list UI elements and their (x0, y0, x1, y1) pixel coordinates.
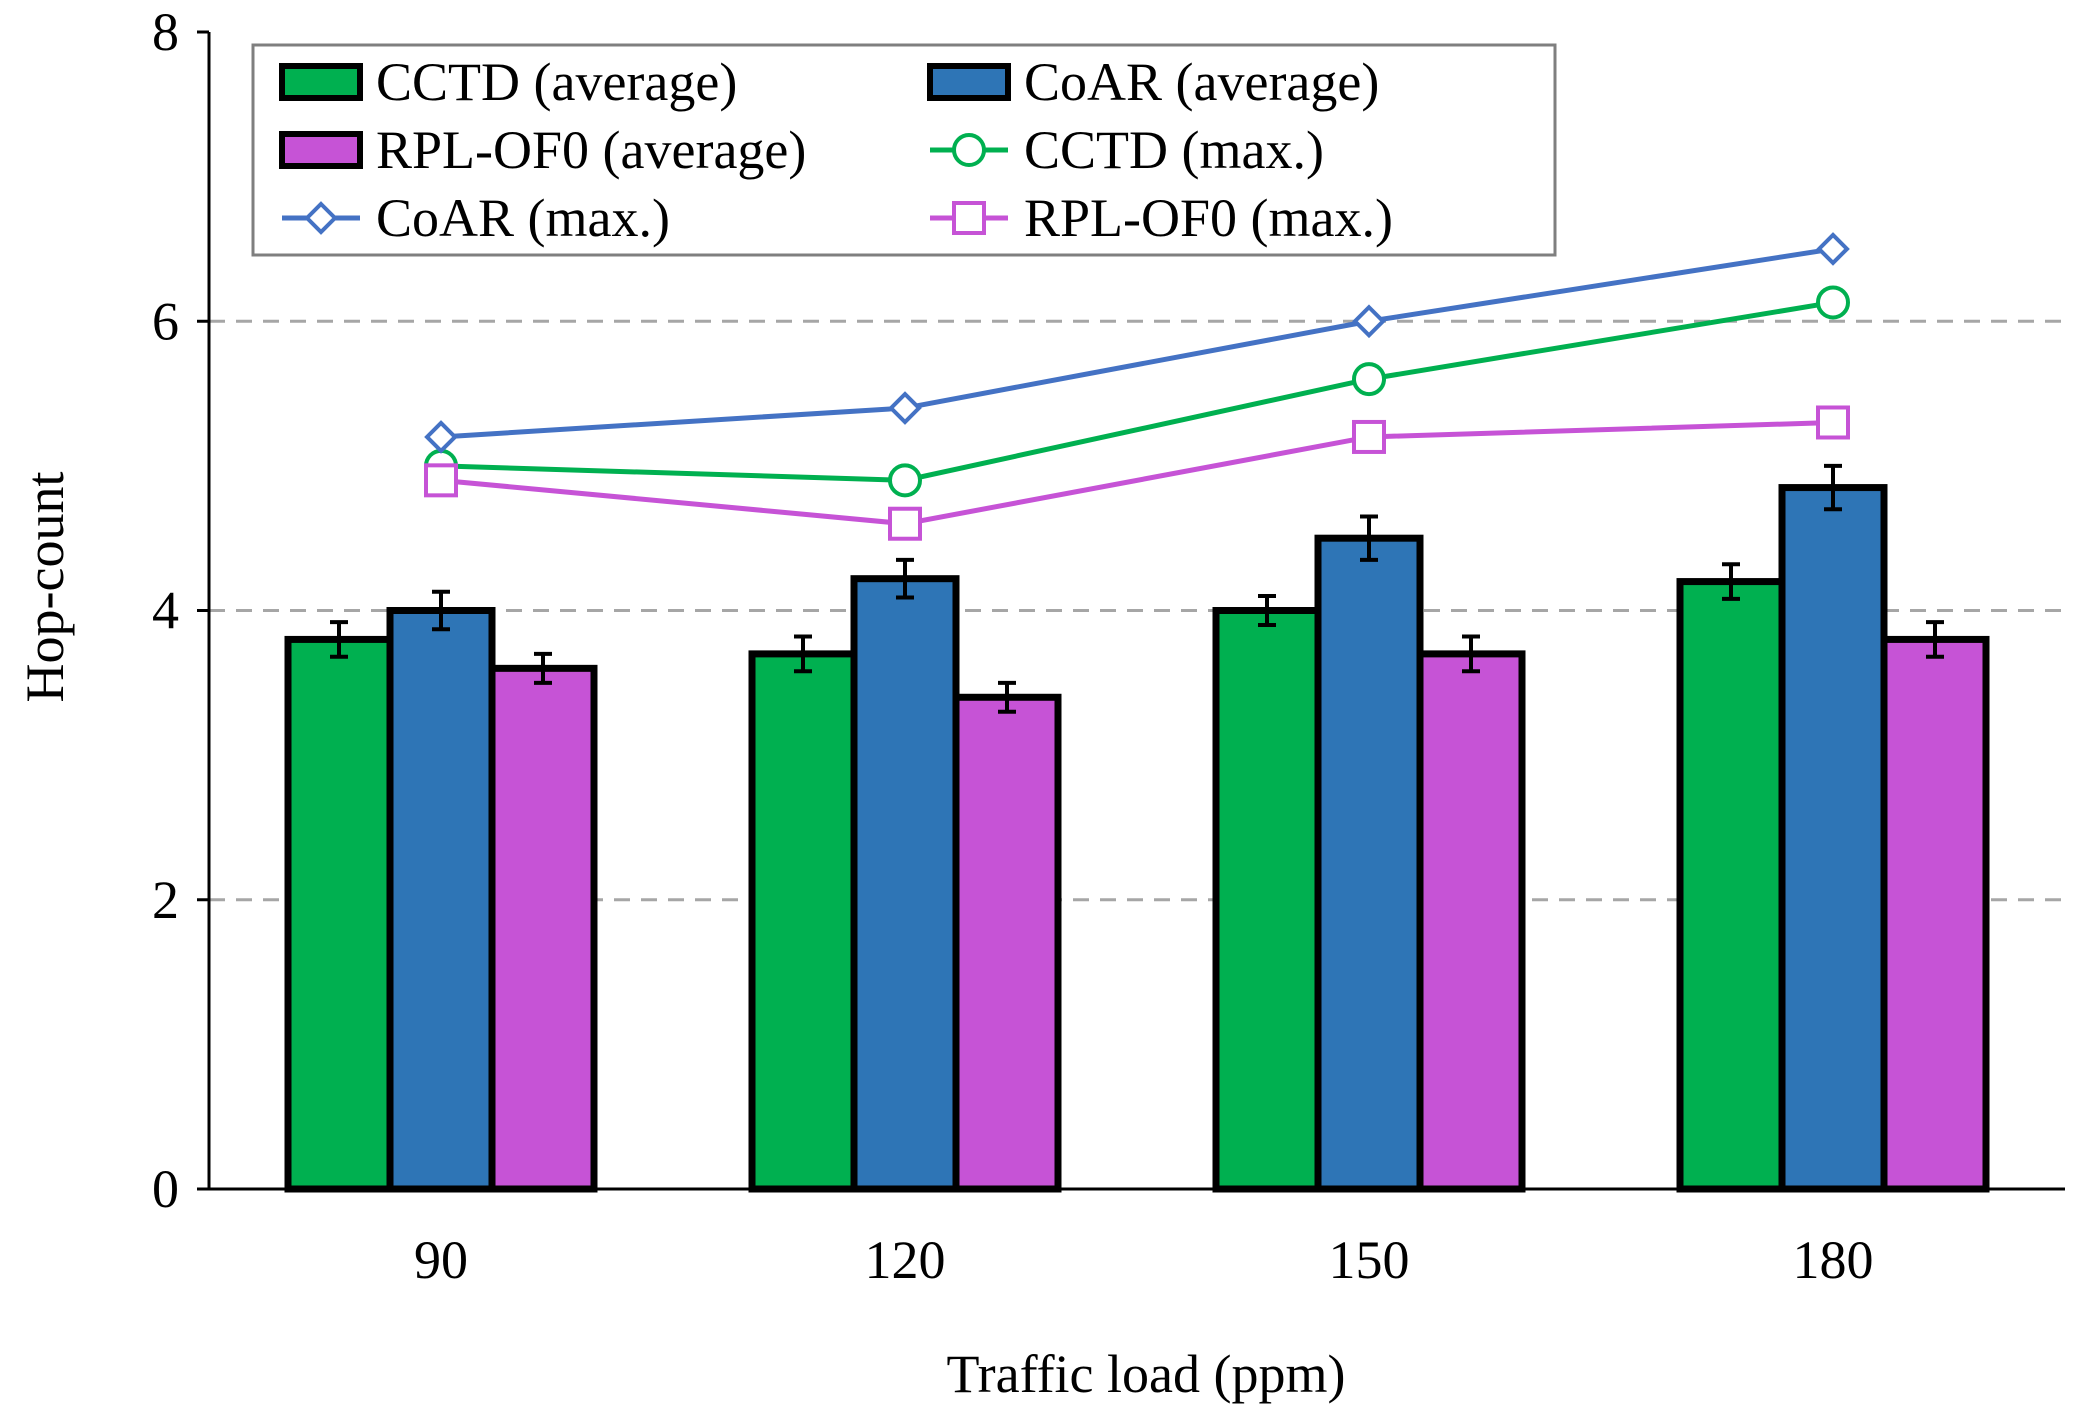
line-rpl-of0-max (440, 419, 1834, 527)
legend-box (251, 43, 1557, 257)
x-tick-label-180: 180 (1793, 1230, 1874, 1290)
error-bar-coar-average-90 (432, 589, 450, 632)
x-tick-label-150: 150 (1329, 1230, 1410, 1290)
legend-swatch-coar-average (927, 63, 1011, 101)
x-tick-label-90: 90 (414, 1230, 468, 1290)
error-bar-rpl-of0-average-120 (998, 680, 1016, 714)
bar-layer (284, 484, 1990, 1193)
axis-layer: 0 2 4 6 8 90 120 150 180 (152, 2, 2065, 1290)
error-bar-cctd-average-180 (1722, 562, 1740, 601)
point-cctd-max-120 (888, 463, 922, 498)
error-bar-cctd-average-120 (794, 634, 812, 674)
error-bar-cctd-average-150 (1258, 594, 1276, 627)
point-cctd-max-150 (1352, 362, 1386, 397)
line-cctd-max (440, 299, 1834, 483)
legend-swatch-cctd-average (279, 63, 363, 101)
y-tick-label-6: 6 (152, 291, 179, 351)
legend-label-rpl-of0-average: RPL-OF0 (average) (376, 120, 806, 180)
bar-cctd-average-90 (284, 635, 394, 1193)
point-rpl-of0-max-180 (1816, 405, 1850, 440)
y-tick-label-8: 8 (152, 2, 179, 62)
bar-cctd-average-180 (1676, 578, 1786, 1193)
x-axis-title: Traffic load (ppm) (947, 1344, 1346, 1404)
point-rpl-of0-max-120 (888, 506, 922, 541)
legend-label-cctd-max: CCTD (max.) (1024, 120, 1324, 180)
legend-marker-coar-max (304, 201, 338, 235)
error-bar-coar-average-180 (1824, 463, 1842, 512)
legend-layer: CCTD (average) CoAR (average) RPL-OF0 (ave… (251, 43, 1557, 257)
line-coar-max (440, 246, 1834, 440)
point-rpl-of0-max-90 (424, 463, 458, 498)
bar-cctd-average-120 (748, 650, 858, 1193)
y-tick-label-0: 0 (152, 1159, 179, 1219)
legend-label-rpl-of0-max: RPL-OF0 (max.) (1024, 188, 1393, 248)
legend-label-coar-average: CoAR (average) (1024, 52, 1379, 112)
error-bar-coar-average-120 (896, 557, 914, 600)
bar-coar-average-90 (386, 607, 496, 1193)
point-coar-max-150 (1352, 304, 1386, 339)
bar-rpl-of0-average-120 (952, 693, 1062, 1193)
error-bar-rpl-of0-average-150 (1462, 634, 1480, 674)
point-rpl-of0-max-150 (1352, 419, 1386, 454)
legend-item-coar-average: CoAR (average) (927, 52, 1379, 112)
bar-cctd-average-150 (1212, 607, 1322, 1193)
y-tick-label-4: 4 (152, 581, 179, 641)
legend-marker-rpl-of0-max (952, 201, 986, 235)
bar-coar-average-120 (850, 575, 960, 1193)
bar-coar-average-150 (1314, 534, 1424, 1193)
y-axis-title: Hop-count (15, 472, 75, 703)
legend-marker-cctd-max (952, 133, 986, 167)
bar-coar-average-180 (1778, 484, 1888, 1193)
point-cctd-max-180 (1816, 285, 1850, 320)
error-bar-coar-average-150 (1360, 514, 1378, 562)
legend-item-coar-max: CoAR (max.) (282, 188, 670, 248)
legend-swatch-rpl-of0-average (279, 131, 363, 169)
line-layer (424, 232, 1850, 541)
point-coar-max-180 (1816, 232, 1850, 266)
error-layer (330, 463, 1944, 714)
bar-rpl-of0-average-150 (1416, 650, 1526, 1193)
point-coar-max-90 (424, 420, 458, 454)
legend-item-rpl-of0-average: RPL-OF0 (average) (279, 120, 806, 180)
legend-label-cctd-average: CCTD (average) (376, 52, 737, 112)
error-bar-cctd-average-90 (330, 620, 348, 659)
error-bar-rpl-of0-average-90 (534, 651, 552, 685)
x-tick-label-120: 120 (865, 1230, 946, 1290)
point-coar-max-120 (888, 391, 922, 425)
bar-rpl-of0-average-90 (488, 664, 598, 1193)
legend-label-coar-max: CoAR (max.) (376, 188, 670, 248)
legend-item-cctd-average: CCTD (average) (279, 52, 737, 112)
y-tick-label-2: 2 (152, 870, 179, 930)
legend-item-cctd-max: CCTD (max.) (930, 120, 1324, 180)
legend-item-rpl-of0-max: RPL-OF0 (max.) (930, 188, 1393, 248)
bar-rpl-of0-average-180 (1880, 635, 1990, 1193)
error-bar-rpl-of0-average-180 (1926, 620, 1944, 659)
